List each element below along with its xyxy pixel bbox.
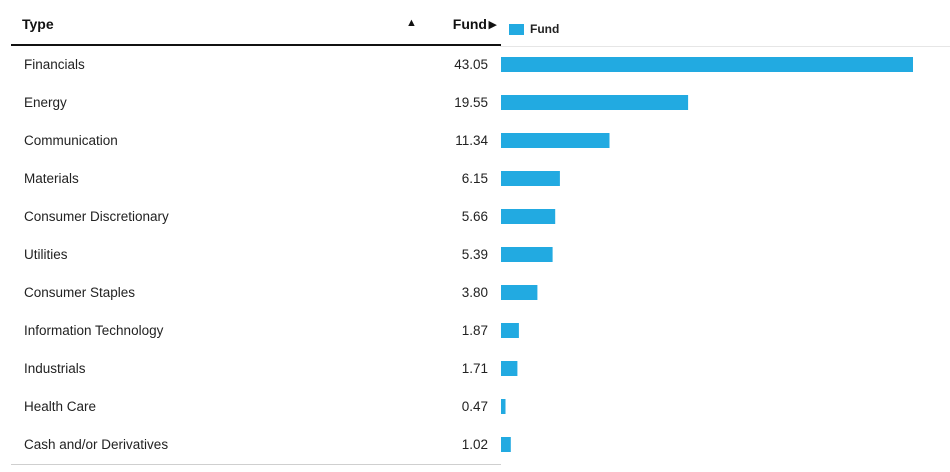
- row-fund-value: 43.05: [454, 57, 488, 72]
- expand-right-icon[interactable]: ▶: [488, 19, 497, 31]
- sort-ascending-icon[interactable]: ▲: [406, 17, 417, 29]
- table-row: Cash and/or Derivatives 1.02: [11, 426, 501, 464]
- row-fund-value: 1.02: [461, 437, 488, 452]
- chart-top-divider: [500, 46, 950, 47]
- table-row: Industrials 1.71: [11, 350, 501, 388]
- sector-table: Type ▲ Fund ▶ Financials 43.05 Energy 19.55…: [11, 0, 501, 465]
- table-row: Materials 6.15: [11, 160, 501, 198]
- row-type-label: Information Technology: [24, 323, 164, 338]
- table-header: Type ▲ Fund ▶: [11, 0, 501, 46]
- table-row: Utilities 5.39: [11, 236, 501, 274]
- table-body: Financials 43.05 Energy 19.55 Communication 1…: [11, 46, 501, 465]
- table-row: Health Care 0.47: [11, 388, 501, 426]
- row-fund-value: 19.55: [454, 95, 488, 110]
- chart-legend: Fund: [509, 22, 559, 36]
- row-type-label: Energy: [24, 95, 67, 110]
- row-fund-value: 3.80: [461, 285, 488, 300]
- row-fund-value: 6.15: [461, 171, 488, 186]
- table-row: Financials 43.05: [11, 46, 501, 84]
- row-type-label: Industrials: [24, 361, 86, 376]
- bar-communication[interactable]: [501, 133, 610, 148]
- bar-financials[interactable]: [501, 57, 913, 72]
- type-column-header[interactable]: Type: [22, 16, 54, 32]
- bar-consumer-discretionary[interactable]: [501, 209, 556, 224]
- row-type-label: Cash and/or Derivatives: [24, 437, 169, 452]
- bar-industrials[interactable]: [501, 361, 518, 376]
- bar-utilities[interactable]: [501, 247, 553, 262]
- bar-chart: Fund: [500, 0, 950, 472]
- bar-materials[interactable]: [501, 171, 560, 186]
- row-type-label: Health Care: [24, 399, 97, 414]
- row-fund-value: 5.66: [461, 209, 488, 224]
- bars-svg: [501, 57, 913, 452]
- table-row: Information Technology 1.87: [11, 312, 501, 350]
- row-fund-value: 11.34: [455, 133, 488, 148]
- row-type-label: Consumer Discretionary: [24, 209, 169, 224]
- bar-health-care[interactable]: [501, 399, 506, 414]
- legend-label: Fund: [530, 22, 560, 36]
- bar-information-technology[interactable]: [501, 323, 519, 338]
- bar-consumer-staples[interactable]: [501, 285, 538, 300]
- row-type-label: Communication: [24, 133, 118, 148]
- row-type-label: Utilities: [24, 247, 68, 262]
- fund-column-header[interactable]: Fund: [452, 16, 487, 32]
- table-row: Consumer Discretionary 5.66: [11, 198, 501, 236]
- bar-cash-and-or-derivatives[interactable]: [501, 437, 511, 452]
- row-type-label: Consumer Staples: [24, 285, 136, 300]
- table-row: Consumer Staples 3.80: [11, 274, 501, 312]
- row-fund-value: 5.39: [461, 247, 488, 262]
- table-bottom-divider: [11, 464, 501, 465]
- row-fund-value: 1.87: [461, 323, 488, 338]
- row-fund-value: 0.47: [461, 399, 488, 414]
- row-fund-value: 1.71: [461, 361, 488, 376]
- table-row: Communication 11.34: [11, 122, 501, 160]
- row-type-label: Financials: [24, 57, 85, 72]
- bar-energy[interactable]: [501, 95, 689, 110]
- row-type-label: Materials: [24, 171, 79, 186]
- legend-swatch: [509, 23, 524, 35]
- table-row: Energy 19.55: [11, 84, 501, 122]
